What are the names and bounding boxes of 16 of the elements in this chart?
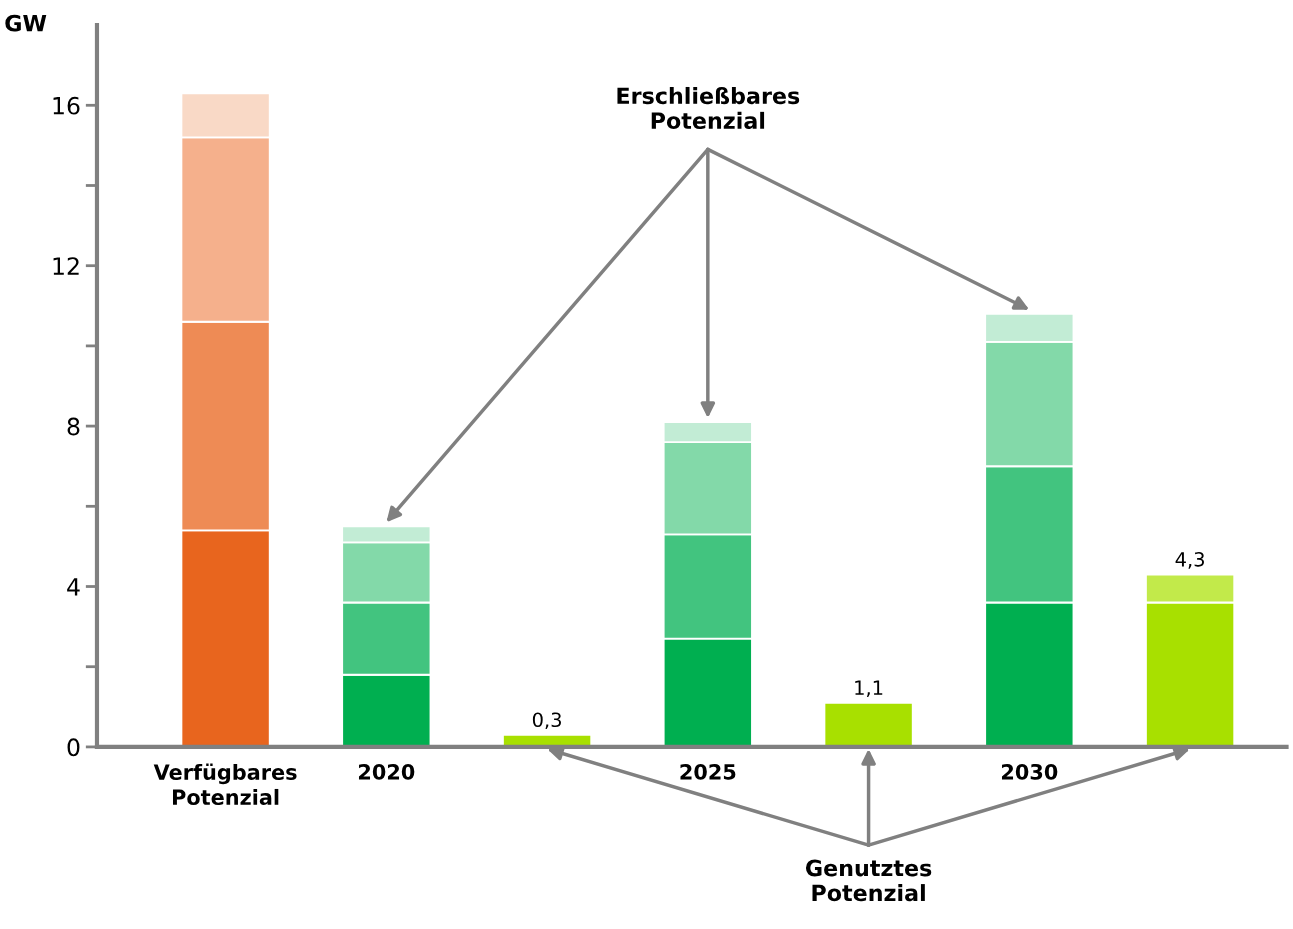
total-label: 0,3 <box>532 712 561 730</box>
y-tick-label: 0 <box>67 738 80 757</box>
y-tick-label: 4 <box>67 578 80 596</box>
text: Genutztes Potenzial <box>805 859 932 902</box>
x-tick-label: 2030 <box>1001 763 1058 780</box>
x-tick-label: Verfügbares Potenzial <box>153 763 297 806</box>
total-label: 1,1 <box>855 680 883 698</box>
y-tick-label: 16 <box>53 96 80 115</box>
y-tick-label: 12 <box>53 257 79 275</box>
y-tick-label: 8 <box>67 417 80 436</box>
bar <box>823 701 914 747</box>
x-tick-label: 2020 <box>358 763 415 780</box>
x-tick-label: 2025 <box>680 763 736 780</box>
y-axis-title: GW <box>5 14 47 32</box>
total-label: 4,3 <box>1175 551 1204 569</box>
annotation: Erschließbares Potenzial <box>617 86 800 130</box>
